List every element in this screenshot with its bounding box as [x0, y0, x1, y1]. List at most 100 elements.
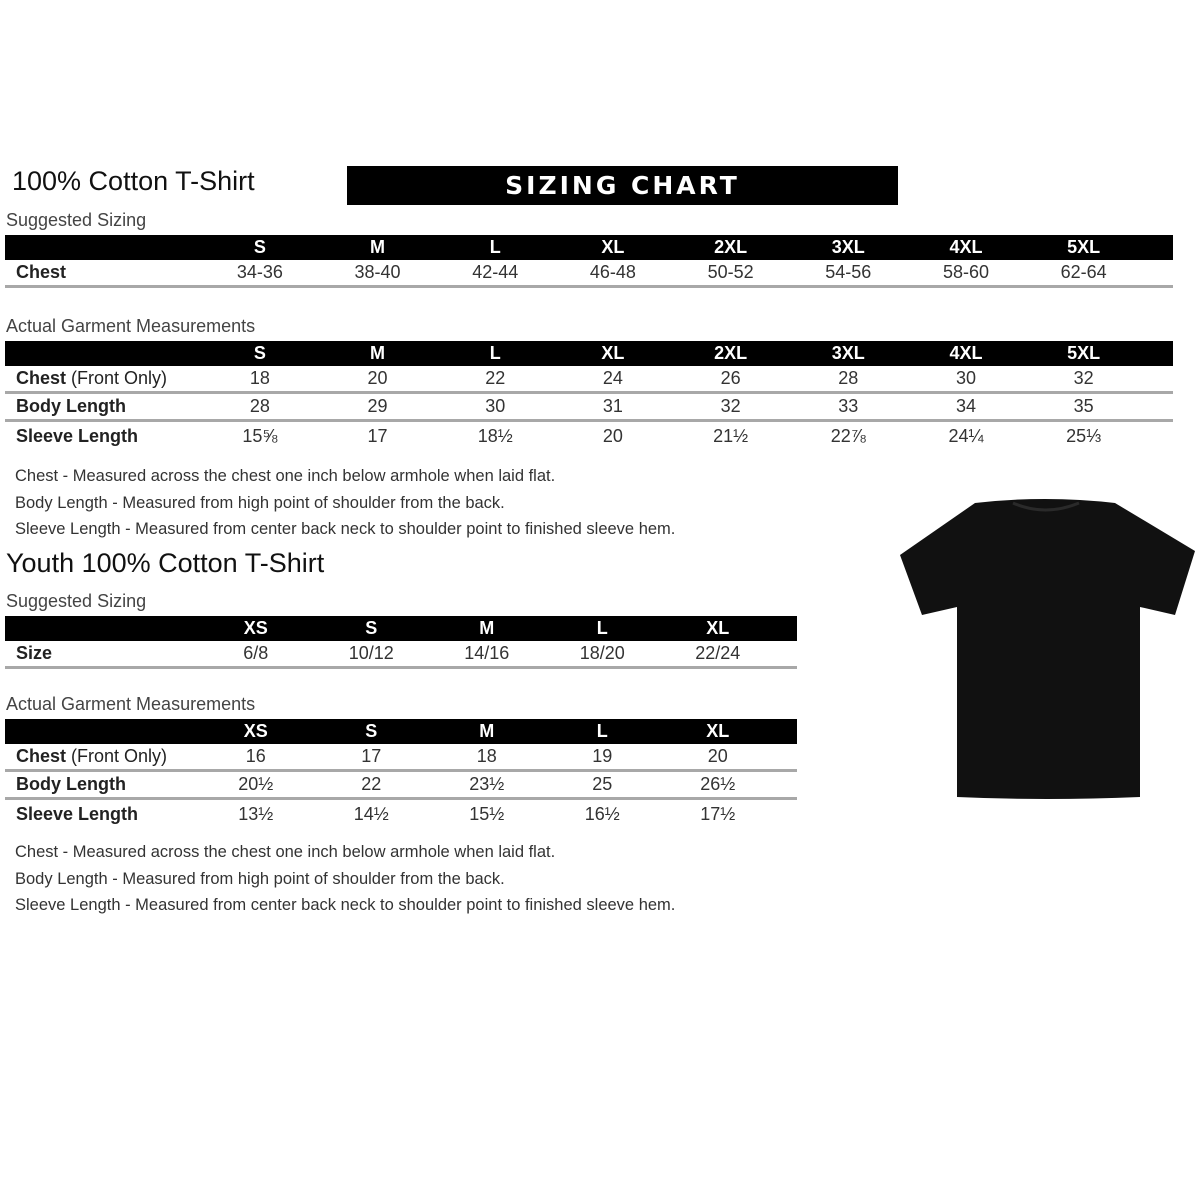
value-cell: 10/12: [348, 643, 394, 663]
row-label-text: Sleeve Length: [16, 425, 139, 446]
row-label-text: Body Length: [16, 774, 126, 794]
size-header-cell: 2XL: [714, 237, 748, 257]
black-tshirt-icon: [900, 499, 1195, 799]
row-label-text: Sleeve Length: [16, 803, 139, 824]
value-cell: 32: [1073, 368, 1094, 388]
value-cell: 54-56: [825, 262, 872, 282]
value-cell: 20: [602, 425, 623, 446]
size-header-cell: 4XL: [949, 343, 983, 363]
row-label: Body Length: [5, 396, 201, 417]
row-label: Sleeve Length: [5, 804, 198, 825]
value-cell: 19: [592, 746, 613, 766]
size-header-cell: XL: [601, 343, 625, 363]
size-header-cell: 4XL: [949, 237, 983, 257]
youth-actual-label: Actual Garment Measurements: [6, 694, 256, 714]
value-cell: 31: [602, 396, 623, 416]
row-label-text: Size: [16, 643, 53, 663]
value-cell: 22: [485, 368, 506, 388]
size-header-cell: L: [489, 343, 501, 363]
value-cell: 34-36: [236, 262, 283, 282]
size-header-cell: S: [365, 721, 378, 741]
value-cell: 35: [1073, 396, 1094, 416]
row-label: Size: [5, 643, 198, 664]
row-label-text: Chest: [16, 368, 67, 388]
value-cell: 20: [367, 368, 388, 388]
size-header-cell: S: [253, 237, 266, 257]
value-cell: 18/20: [579, 643, 625, 663]
value-cell: 22/24: [695, 643, 741, 663]
table-row: Chest (Front Only) 18 20 22 24 26 28 30 32: [5, 366, 1173, 394]
sizing-chart-banner: SIZING CHART: [347, 166, 898, 205]
size-header-cell: XS: [243, 618, 268, 638]
size-header-cell: 5XL: [1067, 343, 1101, 363]
value-cell: 33: [838, 396, 859, 416]
value-cell: 22⅞: [830, 425, 866, 446]
value-cell: 14½: [353, 803, 389, 824]
value-cell: 30: [955, 368, 976, 388]
size-header-cell: XL: [706, 721, 730, 741]
size-header-cell: 3XL: [831, 237, 865, 257]
value-cell: 18: [476, 746, 497, 766]
adult-actual-table: S M L XL 2XL 3XL 4XL 5XL Chest (Front Only) 18 20 2…: [5, 341, 1173, 450]
youth-size-header-row: XS S M L XL: [5, 616, 797, 641]
value-cell: 15½: [469, 803, 505, 824]
table-row: Size 6/8 10/12 14/16 18/20 22/24: [5, 641, 797, 669]
adult-suggested-label: Suggested Sizing: [6, 210, 147, 230]
value-cell: 16½: [584, 803, 620, 824]
value-cell: 14/16: [464, 643, 510, 663]
youth-title: Youth 100% Cotton T-Shirt: [6, 548, 325, 578]
table-row: Sleeve Length 13½ 14½ 15½ 16½ 17½: [5, 800, 797, 828]
row-label-extra: (Front Only): [66, 746, 168, 766]
value-cell: 26½: [700, 774, 736, 794]
size-header-cell: S: [253, 343, 266, 363]
value-cell: 20: [707, 746, 728, 766]
value-cell: 17: [367, 425, 388, 446]
adult-size-header-row: S M L XL 2XL 3XL 4XL 5XL: [5, 235, 1173, 260]
table-row: Body Length 28 29 30 31 32 33 34 35: [5, 394, 1173, 422]
size-header-cell: 3XL: [831, 343, 865, 363]
value-cell: 13½: [238, 803, 274, 824]
value-cell: 16: [245, 746, 266, 766]
table-row: Body Length 20½ 22 23½ 25 26½: [5, 772, 797, 800]
adult-size-header-row: S M L XL 2XL 3XL 4XL 5XL: [5, 341, 1173, 366]
value-cell: 24: [602, 368, 623, 388]
youth-note-sleeve: Sleeve Length - Measured from center bac…: [15, 896, 676, 914]
size-header-cell: M: [479, 721, 495, 741]
size-header-cell: XL: [601, 237, 625, 257]
value-cell: 15⅝: [242, 425, 278, 446]
size-header-cell: M: [370, 343, 386, 363]
size-header-cell: XS: [243, 721, 268, 741]
adult-suggested-table: S M L XL 2XL 3XL 4XL 5XL Chest 34-36 38-40 42-44 46-…: [5, 235, 1173, 288]
value-cell: 24¼: [948, 425, 984, 446]
value-cell: 21½: [713, 425, 749, 446]
size-header-cell: L: [596, 618, 608, 638]
value-cell: 17: [361, 746, 382, 766]
size-header-cell: S: [365, 618, 378, 638]
youth-size-header-row: XS S M L XL: [5, 719, 797, 744]
row-label: Body Length: [5, 774, 198, 795]
value-cell: 18: [249, 368, 270, 388]
row-label: Chest (Front Only): [5, 746, 198, 767]
row-label-text: Chest: [16, 262, 67, 282]
value-cell: 32: [720, 396, 741, 416]
row-label: Chest: [5, 262, 201, 283]
adult-title: 100% Cotton T-Shirt: [12, 166, 255, 196]
value-cell: 29: [367, 396, 388, 416]
adult-actual-label: Actual Garment Measurements: [6, 316, 256, 336]
value-cell: 42-44: [472, 262, 519, 282]
row-label-text: Chest: [16, 746, 67, 766]
youth-note-body: Body Length - Measured from high point o…: [15, 870, 505, 888]
size-header-cell: M: [370, 237, 386, 257]
value-cell: 38-40: [354, 262, 401, 282]
value-cell: 50-52: [707, 262, 754, 282]
size-header-cell: L: [489, 237, 501, 257]
table-row: Chest 34-36 38-40 42-44 46-48 50-52 54-56 58-60…: [5, 260, 1173, 288]
value-cell: 62-64: [1060, 262, 1107, 282]
table-row: Chest (Front Only) 16 17 18 19 20: [5, 744, 797, 772]
value-cell: 34: [955, 396, 976, 416]
youth-note-chest: Chest - Measured across the chest one in…: [15, 843, 556, 861]
value-cell: 25: [592, 774, 613, 794]
value-cell: 26: [720, 368, 741, 388]
adult-note-body: Body Length - Measured from high point o…: [15, 494, 505, 512]
value-cell: 6/8: [243, 643, 269, 663]
